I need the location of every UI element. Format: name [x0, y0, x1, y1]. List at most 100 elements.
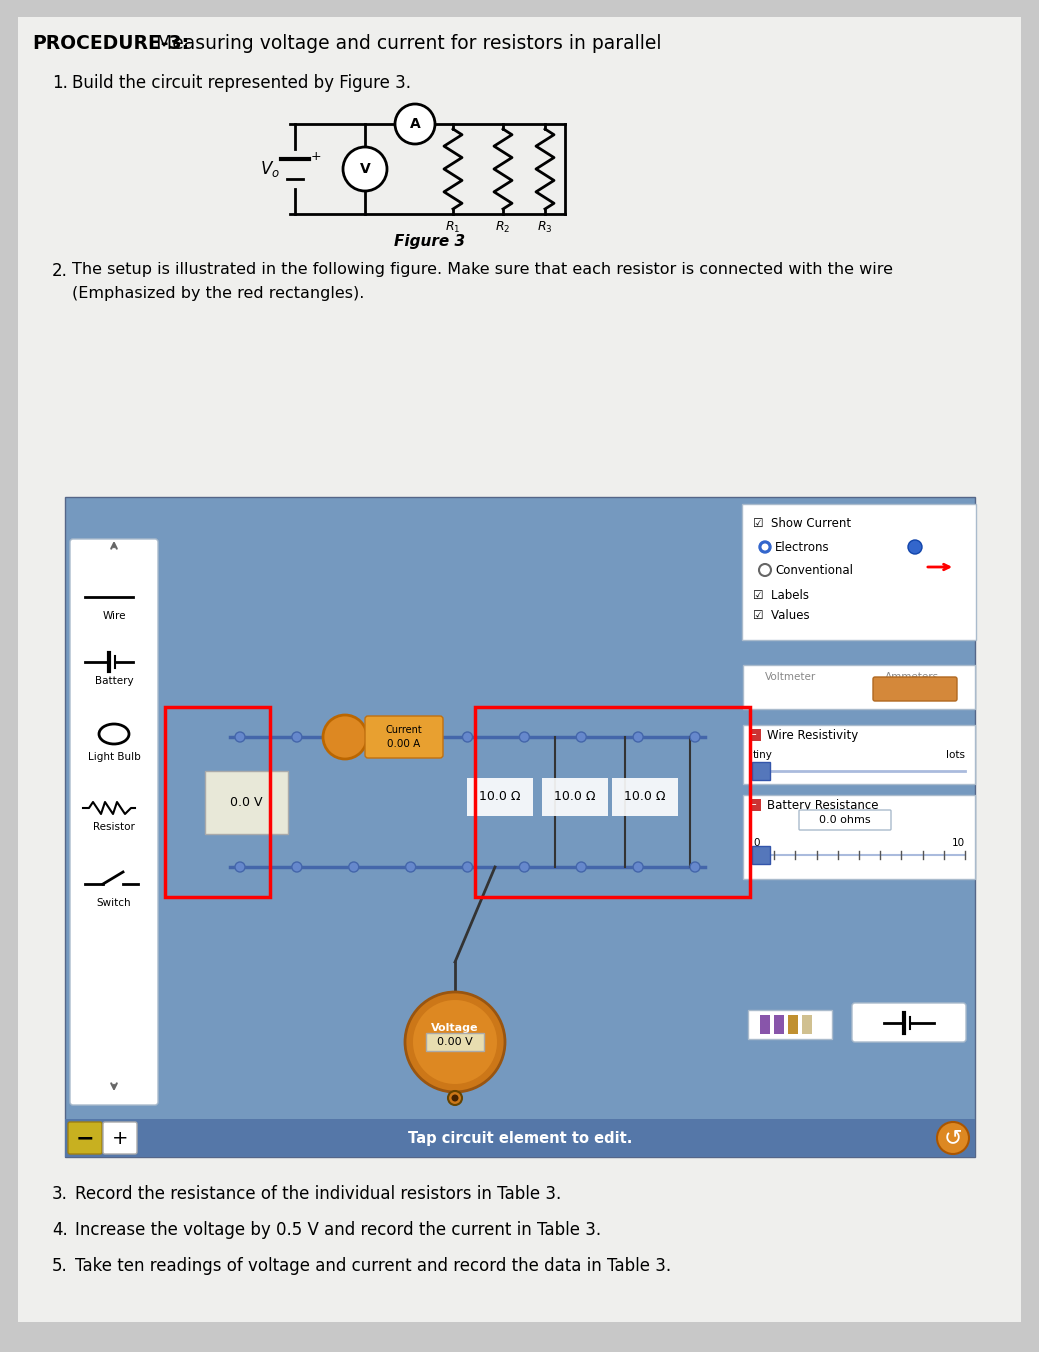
Text: ↺: ↺: [943, 1128, 962, 1148]
Text: Ammeters: Ammeters: [885, 672, 939, 681]
Circle shape: [908, 539, 922, 554]
Text: 10: 10: [952, 838, 965, 848]
Text: $R_3$: $R_3$: [537, 220, 553, 235]
Text: $V_o$: $V_o$: [260, 160, 279, 178]
Circle shape: [405, 863, 416, 872]
FancyBboxPatch shape: [742, 504, 976, 639]
Text: 3.: 3.: [52, 1184, 68, 1203]
Circle shape: [577, 863, 586, 872]
Text: Record the resistance of the individual resistors in Table 3.: Record the resistance of the individual …: [75, 1184, 561, 1203]
FancyBboxPatch shape: [788, 1015, 798, 1034]
Circle shape: [462, 863, 473, 872]
Text: Take ten readings of voltage and current and record the data in Table 3.: Take ten readings of voltage and current…: [75, 1257, 671, 1275]
Text: Conventional: Conventional: [775, 564, 853, 577]
Text: Wire Resistivity: Wire Resistivity: [767, 729, 858, 741]
FancyBboxPatch shape: [65, 498, 975, 1157]
Text: +: +: [311, 150, 322, 164]
Text: A: A: [409, 118, 421, 131]
FancyBboxPatch shape: [852, 1003, 966, 1042]
Circle shape: [937, 1122, 969, 1155]
Text: ☑  Values: ☑ Values: [753, 608, 809, 622]
Text: 10.0 Ω: 10.0 Ω: [479, 791, 521, 803]
Text: 0.00 V: 0.00 V: [437, 1037, 473, 1046]
Circle shape: [235, 863, 245, 872]
FancyBboxPatch shape: [365, 717, 443, 758]
Circle shape: [412, 1000, 497, 1084]
Text: Current: Current: [385, 725, 423, 735]
Text: The setup is illustrated in the following figure. Make sure that each resistor i: The setup is illustrated in the followin…: [72, 262, 893, 277]
Circle shape: [405, 731, 416, 742]
FancyBboxPatch shape: [743, 795, 975, 879]
FancyBboxPatch shape: [774, 1015, 784, 1034]
FancyBboxPatch shape: [749, 799, 761, 811]
Text: V: V: [359, 162, 370, 176]
FancyBboxPatch shape: [103, 1122, 137, 1155]
Text: 0.0 V: 0.0 V: [230, 795, 263, 808]
Circle shape: [520, 863, 530, 872]
Circle shape: [349, 731, 358, 742]
Text: ☑  Show Current: ☑ Show Current: [753, 516, 851, 530]
FancyBboxPatch shape: [65, 1119, 975, 1157]
FancyBboxPatch shape: [802, 1015, 812, 1034]
Text: −: −: [748, 730, 757, 740]
FancyBboxPatch shape: [743, 725, 975, 784]
Circle shape: [292, 863, 302, 872]
Text: ☑  Labels: ☑ Labels: [753, 589, 809, 602]
Circle shape: [577, 731, 586, 742]
Circle shape: [405, 992, 505, 1092]
Circle shape: [448, 1091, 462, 1105]
Circle shape: [452, 1095, 458, 1102]
Circle shape: [520, 731, 530, 742]
FancyBboxPatch shape: [70, 539, 158, 1105]
FancyBboxPatch shape: [873, 677, 957, 700]
Text: Build the circuit represented by Figure 3.: Build the circuit represented by Figure …: [72, 74, 411, 92]
Text: +: +: [112, 1129, 128, 1148]
Text: 0.00 A: 0.00 A: [388, 740, 421, 749]
Text: Battery Resistance: Battery Resistance: [767, 799, 879, 811]
Text: 0: 0: [753, 838, 760, 848]
Circle shape: [395, 104, 435, 145]
Circle shape: [690, 731, 700, 742]
Text: Light Bulb: Light Bulb: [87, 752, 140, 763]
FancyBboxPatch shape: [799, 810, 891, 830]
FancyBboxPatch shape: [743, 665, 975, 708]
Text: 10.0 Ω: 10.0 Ω: [554, 791, 595, 803]
Text: Measuring voltage and current for resistors in parallel: Measuring voltage and current for resist…: [150, 34, 662, 53]
Circle shape: [462, 731, 473, 742]
Text: −: −: [748, 800, 757, 810]
Text: Wire: Wire: [102, 611, 126, 621]
Text: Battery: Battery: [95, 676, 133, 685]
Circle shape: [323, 715, 367, 758]
Circle shape: [690, 863, 700, 872]
Circle shape: [235, 731, 245, 742]
Text: Tap circuit element to edit.: Tap circuit element to edit.: [408, 1130, 632, 1145]
Text: −: −: [76, 1128, 95, 1148]
Circle shape: [633, 731, 643, 742]
FancyBboxPatch shape: [68, 1122, 102, 1155]
FancyBboxPatch shape: [752, 763, 770, 780]
Text: Electrons: Electrons: [775, 541, 829, 554]
FancyBboxPatch shape: [752, 846, 770, 864]
Text: $R_1$: $R_1$: [446, 220, 460, 235]
Circle shape: [349, 863, 358, 872]
Text: 0.0 ohms: 0.0 ohms: [819, 815, 871, 825]
Circle shape: [292, 731, 302, 742]
Text: Resistor: Resistor: [94, 822, 135, 831]
Circle shape: [760, 541, 771, 553]
Circle shape: [633, 863, 643, 872]
Text: Increase the voltage by 0.5 V and record the current in Table 3.: Increase the voltage by 0.5 V and record…: [75, 1221, 602, 1238]
Text: 4.: 4.: [52, 1221, 68, 1238]
FancyBboxPatch shape: [748, 1010, 832, 1038]
Text: $R_2$: $R_2$: [496, 220, 510, 235]
Text: tiny: tiny: [753, 750, 773, 760]
Text: 10.0 Ω: 10.0 Ω: [624, 791, 666, 803]
Circle shape: [343, 147, 387, 191]
Circle shape: [762, 544, 769, 550]
FancyBboxPatch shape: [18, 18, 1021, 1322]
FancyBboxPatch shape: [760, 1015, 770, 1034]
Text: 2.: 2.: [52, 262, 68, 280]
Text: Voltage: Voltage: [431, 1023, 479, 1033]
Text: Switch: Switch: [97, 898, 131, 909]
Text: lots: lots: [945, 750, 965, 760]
Text: Voltmeter: Voltmeter: [765, 672, 817, 681]
